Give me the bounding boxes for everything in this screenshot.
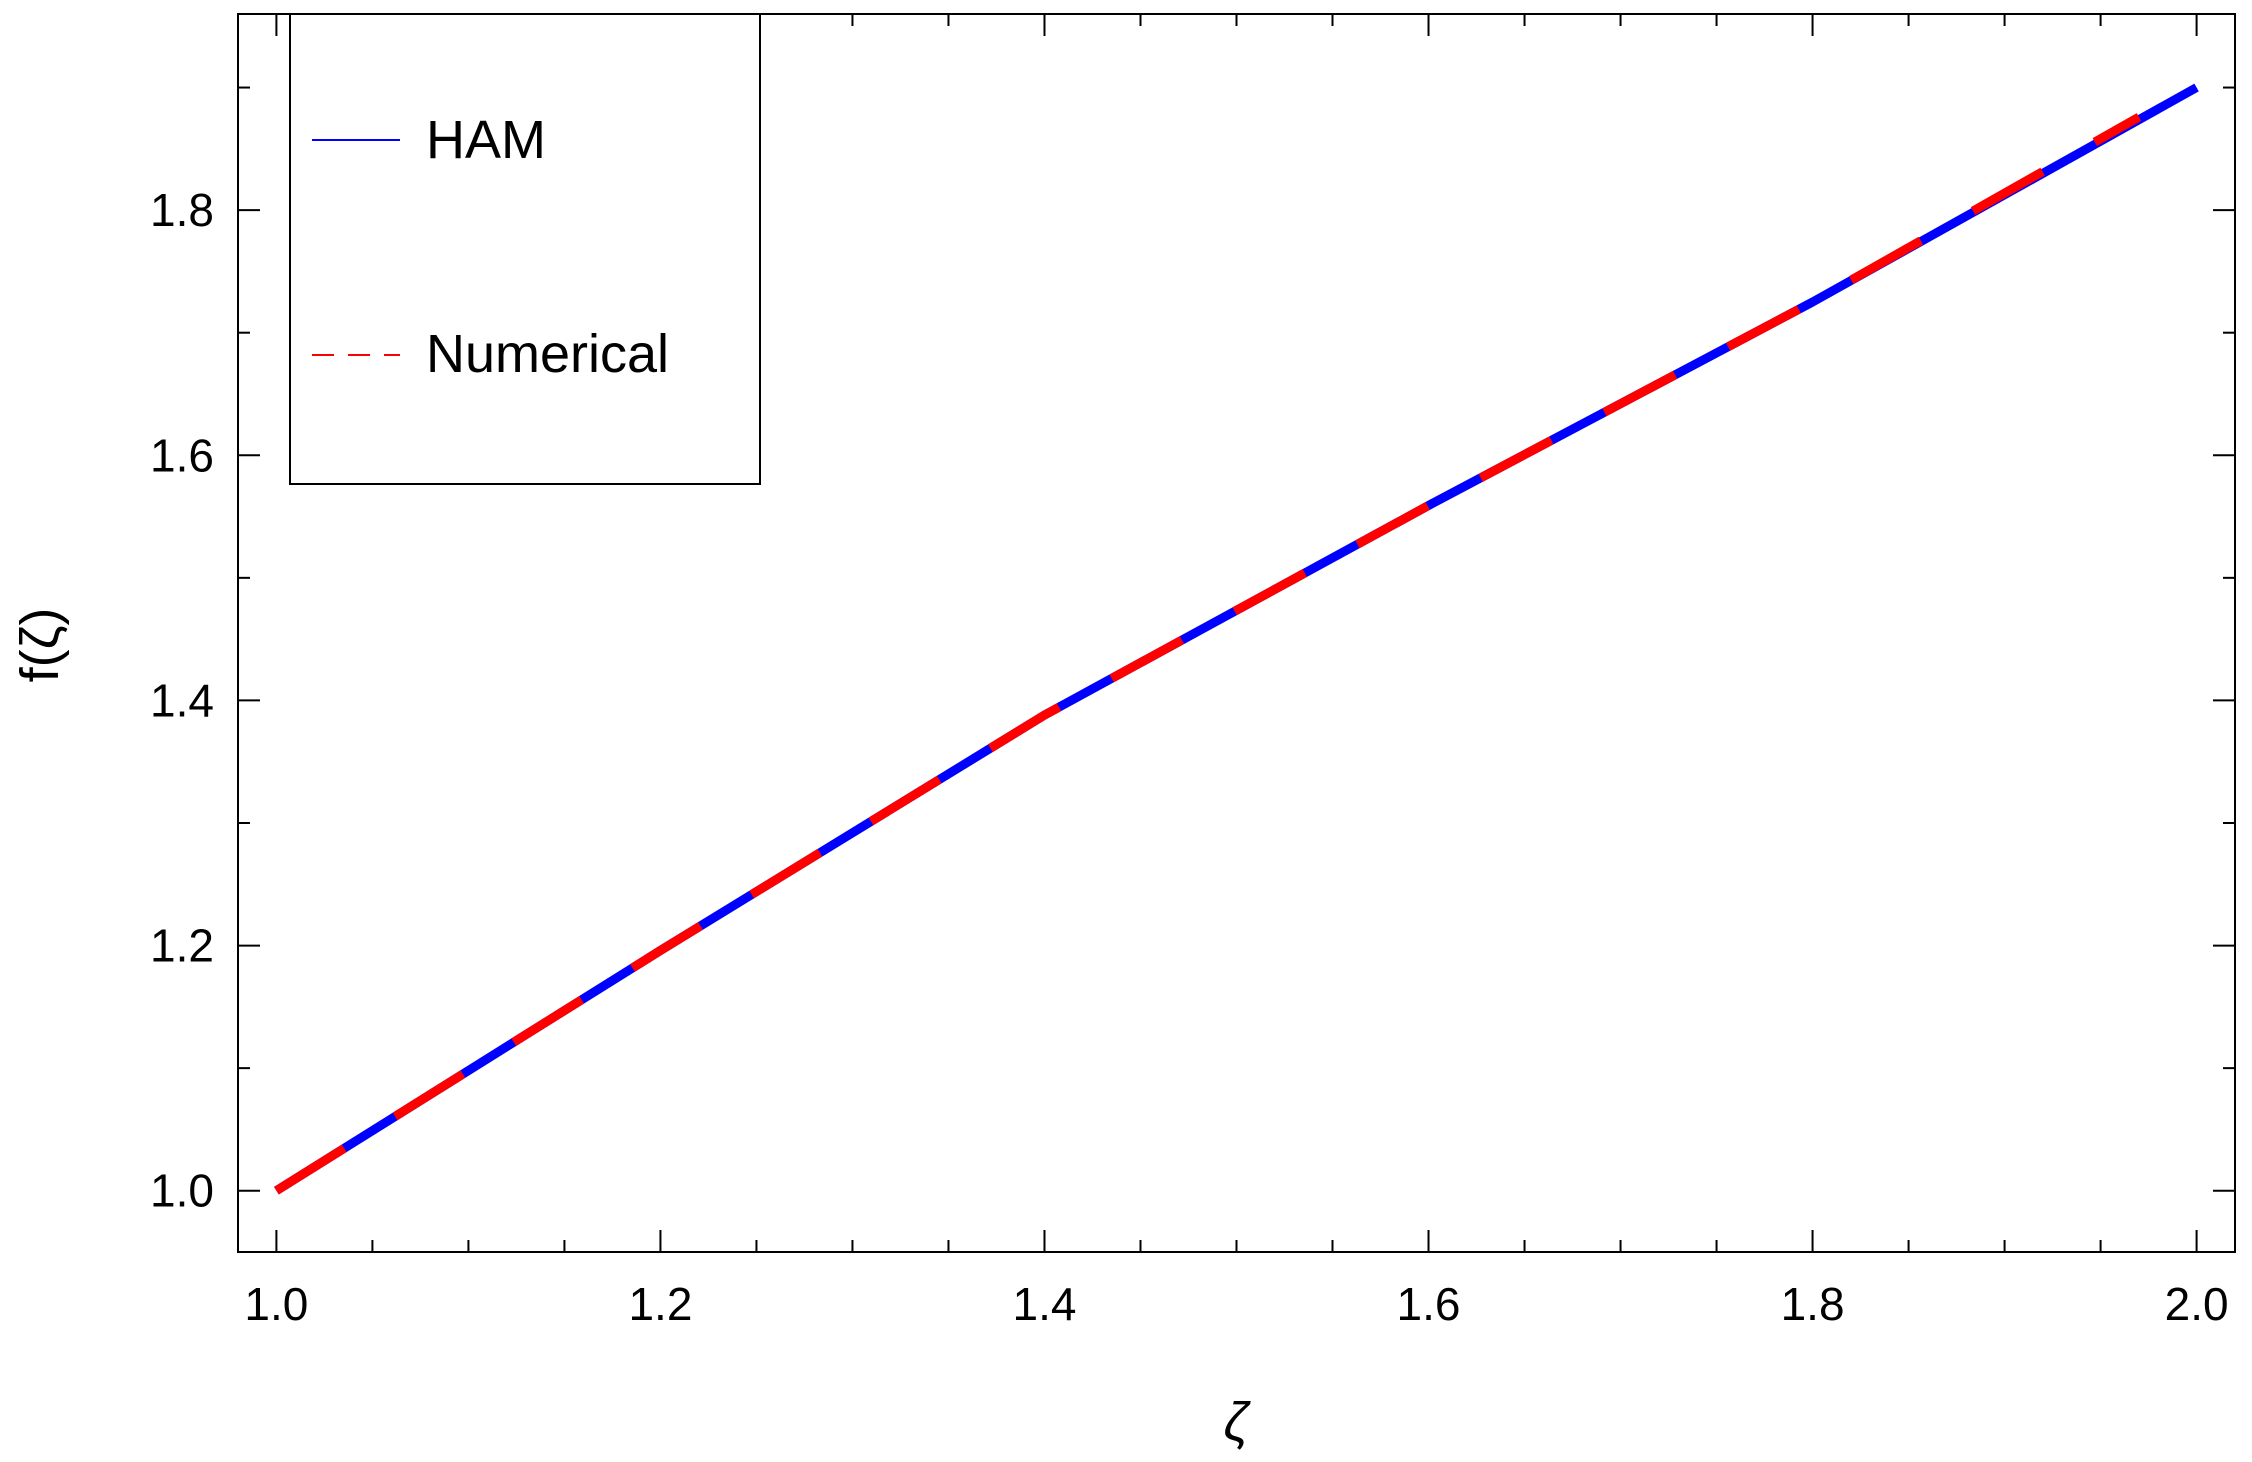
series-layer: [274, 83, 2199, 1195]
y-axis-label: f(ζ): [10, 608, 70, 683]
x-tick-label: 1.6: [1397, 1278, 1461, 1330]
legend-label-numerical: Numerical: [426, 324, 669, 384]
x-tick-label: 2.0: [2165, 1278, 2229, 1330]
x-tick-label: 1.8: [1781, 1278, 1845, 1330]
y-tick-label: 1.4: [150, 674, 214, 726]
y-tick-label: 1.2: [150, 920, 214, 972]
legend: HAM Numerical: [289, 13, 761, 485]
y-tick-label: 1.6: [150, 429, 214, 481]
x-tick-label: 1.0: [244, 1278, 308, 1330]
tick-labels: 1.0 1.2 1.4 1.6 1.8 2.0 1.0 1.2 1.4 1.6 1.8: [150, 184, 2229, 1330]
y-tick-label: 1.8: [150, 184, 214, 236]
x-tick-label: 1.2: [628, 1278, 692, 1330]
y-tick-label: 1.0: [150, 1165, 214, 1217]
x-axis-label: ζ: [1223, 1392, 1251, 1452]
legend-label-ham: HAM: [426, 110, 546, 170]
legend-box: [289, 13, 761, 485]
series-line-numerical: [274, 113, 2142, 1195]
x-tick-label: 1.4: [1013, 1278, 1077, 1330]
